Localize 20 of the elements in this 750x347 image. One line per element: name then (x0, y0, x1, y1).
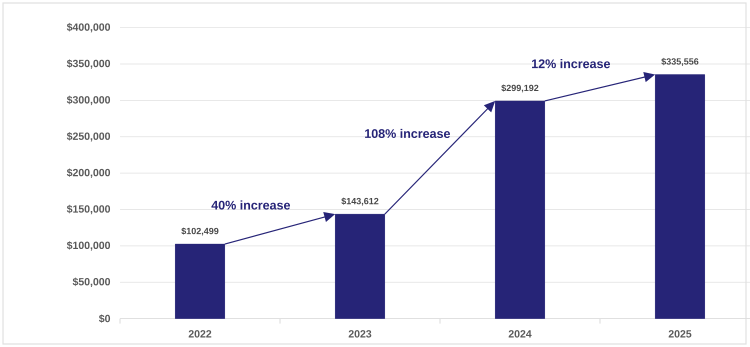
annotation: 108% increase (365, 128, 450, 138)
data-label: $299,192 (501, 84, 538, 92)
y-tick-label: $100,000 (66, 241, 110, 251)
annotation: 40% increase (211, 200, 290, 210)
x-tick-label: 2023 (348, 330, 372, 338)
annotation: 12% increase (532, 59, 610, 68)
y-tick-label: $350,000 (66, 59, 110, 69)
y-tick-label: $200,000 (66, 168, 110, 178)
y-tick-label: $400,000 (66, 22, 110, 32)
data-label: $335,556 (661, 58, 698, 66)
x-tick-label: 2024 (508, 330, 532, 338)
y-tick-label: $300,000 (66, 96, 110, 106)
y-tick-label: $50,000 (72, 278, 110, 287)
data-label: $102,499 (181, 227, 218, 236)
y-tick-label: $250,000 (66, 132, 110, 142)
y-tick-label: $0 (98, 314, 110, 323)
x-tick-label: 2022 (188, 330, 212, 338)
data-label: $143,612 (341, 198, 378, 206)
y-tick-label: $150,000 (66, 204, 110, 214)
x-tick-label: 2025 (668, 330, 692, 338)
